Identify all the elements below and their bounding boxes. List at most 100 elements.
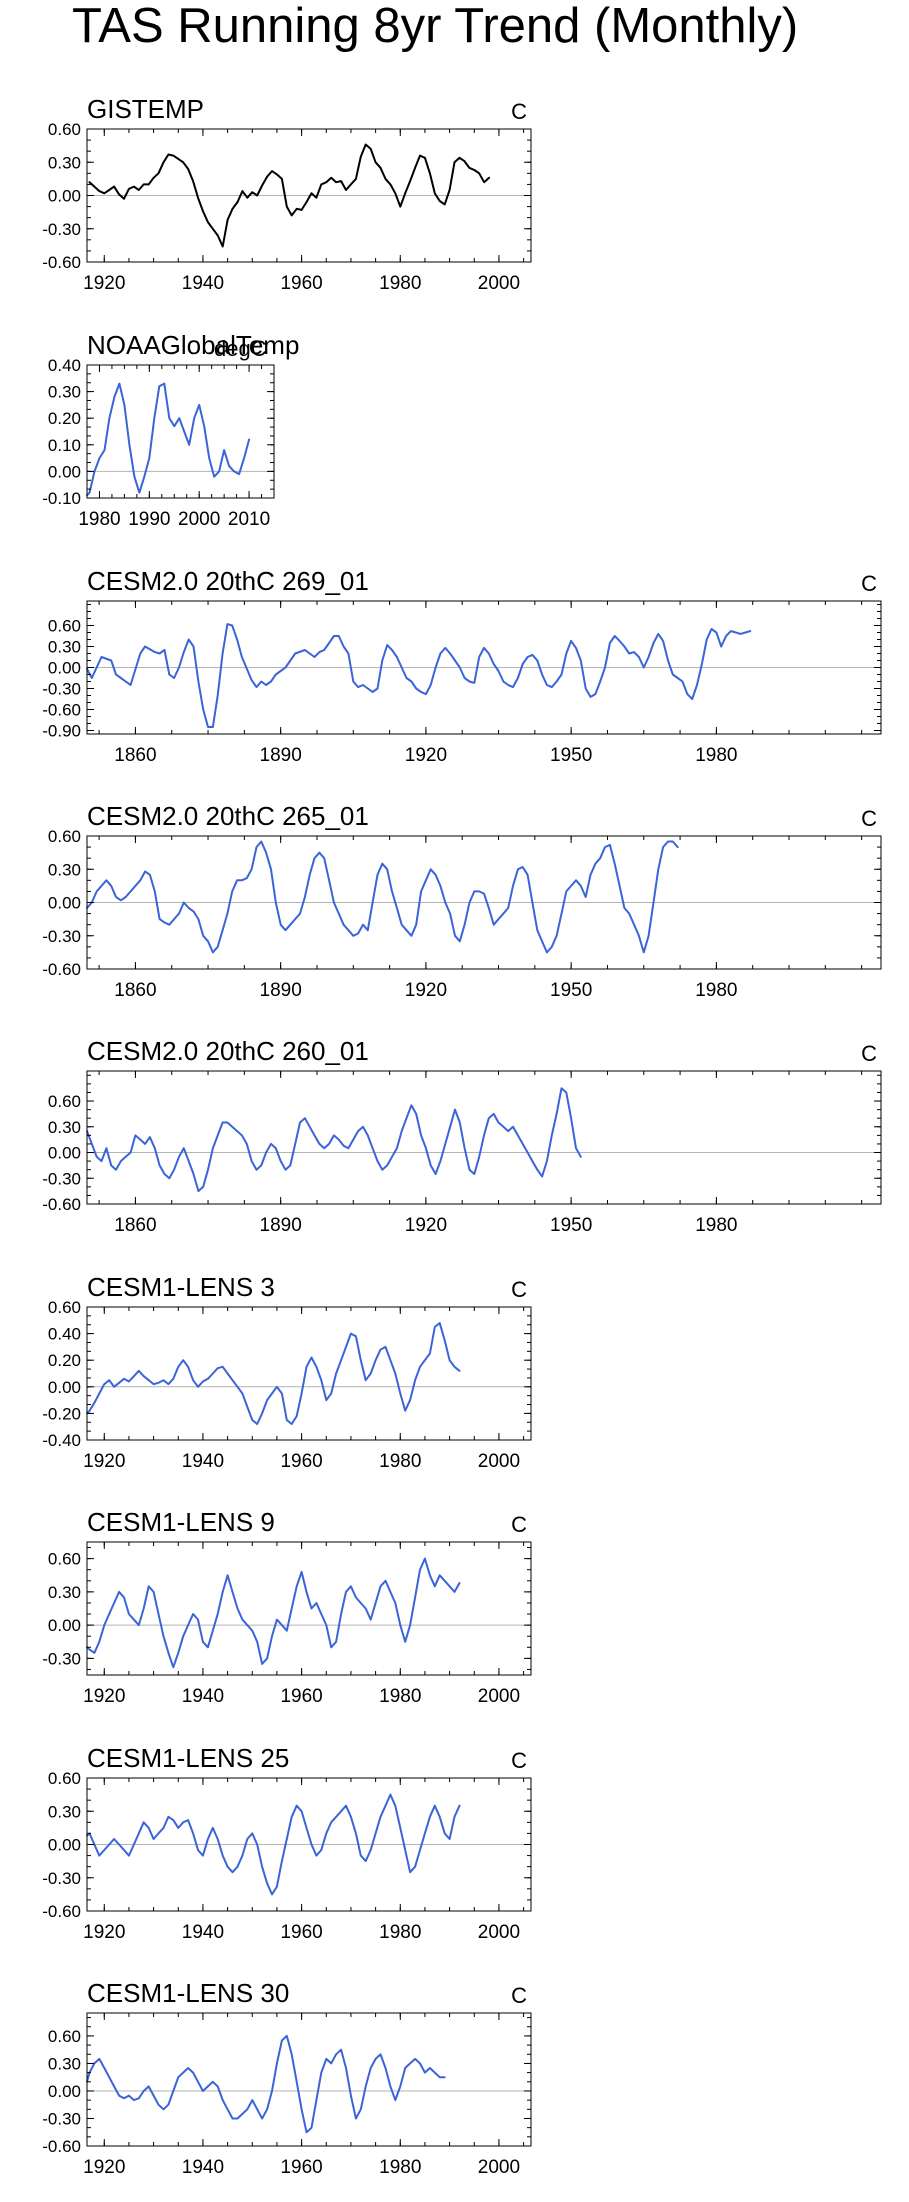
y-tick-label: -0.30 [42,1649,81,1668]
y-tick-label: 0.40 [48,356,81,375]
unit-label: C [861,571,877,596]
x-tick-label: 1920 [83,1451,125,1472]
x-tick-label: 2000 [478,2157,520,2178]
x-tick-label: 1980 [695,745,737,766]
x-tick-label: 1940 [182,1686,224,1707]
panel-title: CESM1-LENS 25 [87,1743,289,1773]
panel-title: CESM2.0 20thC 265_01 [87,801,369,831]
y-tick-label: -0.60 [42,960,81,979]
series-line [86,1793,461,1896]
unit-label: C [511,1277,527,1302]
x-tick-label: 1990 [128,509,170,530]
plot-frame [86,2012,532,2147]
x-tick-label: 2000 [178,509,220,530]
y-tick-label: 0.60 [48,1550,81,1569]
y-tick-label: 0.60 [48,2027,81,2046]
x-tick-label: 1890 [260,980,302,1001]
plot-frame [86,1306,532,1441]
x-tick-label: 2000 [478,1451,520,1472]
y-tick-label: 0.60 [48,1092,81,1111]
y-tick-label: 0.30 [48,383,81,402]
panel-title: CESM2.0 20thC 260_01 [87,1036,369,1066]
figure-title: TAS Running 8yr Trend (Monthly) [72,0,799,53]
x-tick-label: 1890 [260,745,302,766]
panel-title: CESM1-LENS 30 [87,1978,289,2008]
y-tick-label: 0.40 [48,1325,81,1344]
y-tick-label: 0.30 [48,638,81,657]
y-tick-label: -0.30 [42,680,81,699]
y-tick-label: 0.60 [48,1769,81,1788]
y-tick-label: -0.10 [42,489,81,508]
panel-2: -0.10 0.00 0.10 0.20 0.30 0.40 1980 1990 2000 201… [42,330,299,530]
x-tick-label: 1980 [78,509,120,530]
x-tick-label: 1920 [405,980,447,1001]
x-tick-label: 1980 [379,2157,421,2178]
x-tick-label: 1940 [182,1922,224,1943]
panel-5: -0.60 -0.30 0.00 0.30 0.60 1860 1890 1920 1950 19… [42,1036,882,1236]
x-tick-label: 1980 [695,1215,737,1236]
x-tick-label: 1920 [83,273,125,294]
y-tick-label: -0.90 [42,722,81,741]
panel-8: -0.60 -0.30 0.00 0.30 0.60 1920 1940 1960 1980 20… [42,1743,532,1943]
x-tick-label: 1960 [280,2157,322,2178]
series-line [86,382,251,497]
series-line [86,1087,582,1193]
y-tick-label: -0.20 [42,1404,81,1423]
y-tick-label: 0.30 [48,153,81,172]
x-tick-label: 1920 [405,1215,447,1236]
x-tick-label: 1960 [280,1922,322,1943]
plot-frame [86,1541,532,1676]
panel-title: CESM1-LENS 3 [87,1272,275,1302]
y-tick-label: -0.30 [42,1869,81,1888]
panel-7: -0.30 0.00 0.30 0.60 1920 1940 1960 1980 2000 CES… [42,1507,532,1707]
unit-label: C [511,1748,527,1773]
panel-9: -0.60 -0.30 0.00 0.30 0.60 1920 1940 1960 1980 20… [42,1978,532,2178]
panel-title: CESM1-LENS 9 [87,1507,275,1537]
y-tick-label: -0.60 [42,2137,81,2156]
x-tick-label: 2010 [228,509,270,530]
panel-1: -0.60 -0.30 0.00 0.30 0.60 1920 1940 1960 1980 20… [42,94,532,294]
x-tick-label: 1980 [379,1451,421,1472]
x-tick-label: 1890 [260,1215,302,1236]
y-tick-label: -0.60 [42,1195,81,1214]
x-tick-label: 1980 [695,980,737,1001]
x-tick-label: 1950 [550,980,592,1001]
y-tick-label: 0.60 [48,120,81,139]
series-line [86,1322,461,1425]
x-tick-label: 1940 [182,2157,224,2178]
panel-title: GISTEMP [87,94,204,124]
y-tick-label: 0.30 [48,2054,81,2073]
x-tick-label: 1920 [405,745,447,766]
x-tick-label: 1920 [83,1686,125,1707]
y-tick-label: 0.60 [48,617,81,636]
y-tick-label: 0.00 [48,1378,81,1397]
series-line [86,840,679,954]
unit-label: C [861,806,877,831]
x-tick-label: 2000 [478,273,520,294]
y-tick-label: 0.00 [48,659,81,678]
y-tick-label: 0.00 [48,1144,81,1163]
x-tick-label: 2000 [478,1922,520,1943]
y-tick-label: 0.60 [48,827,81,846]
x-tick-label: 1950 [550,1215,592,1236]
series-line [86,623,752,728]
y-tick-label: 0.20 [48,409,81,428]
panel-title: NOAAGlobalTemp [87,330,299,360]
y-tick-label: 0.00 [48,2082,81,2101]
panel-4: -0.60 -0.30 0.00 0.30 0.60 1860 1890 1920 1950 19… [42,801,882,1001]
y-tick-label: 0.00 [48,187,81,206]
x-tick-label: 1960 [280,273,322,294]
series-line [86,2034,446,2134]
unit-label: C [511,1512,527,1537]
y-tick-label: 0.30 [48,1118,81,1137]
y-tick-label: 0.30 [48,1802,81,1821]
x-tick-label: 1950 [550,745,592,766]
x-tick-label: 1860 [114,980,156,1001]
x-tick-label: 1860 [114,1215,156,1236]
y-tick-label: 0.00 [48,1616,81,1635]
y-tick-label: 0.00 [48,462,81,481]
y-tick-label: -0.60 [42,1902,81,1921]
series-line [88,143,491,248]
x-tick-label: 1980 [379,1686,421,1707]
